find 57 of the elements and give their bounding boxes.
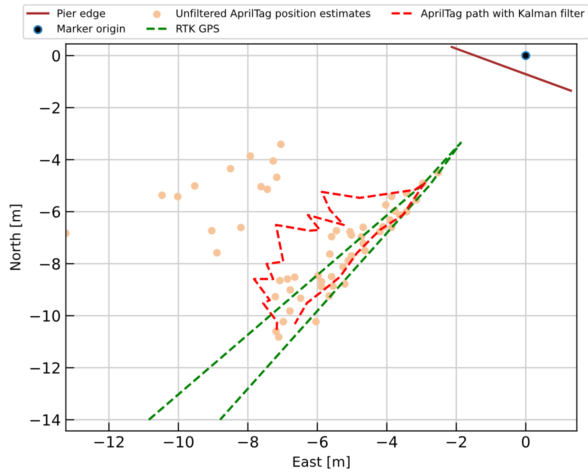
point — [359, 223, 368, 232]
y-tick-label: −14 — [30, 414, 60, 426]
legend-label: RTK GPS — [176, 24, 219, 33]
point — [388, 192, 396, 200]
point — [286, 307, 294, 315]
point — [264, 185, 272, 194]
point — [284, 275, 292, 283]
point — [257, 182, 265, 190]
y-tick-label: −12 — [30, 362, 60, 374]
point — [272, 292, 280, 301]
point — [329, 282, 337, 290]
x-tick-label: −4 — [377, 436, 398, 448]
point — [296, 294, 304, 302]
point — [328, 232, 336, 240]
x-tick-label: 0 — [522, 436, 530, 448]
point — [208, 226, 216, 234]
x-tick-label: −10 — [164, 436, 194, 448]
legend-label: Pier edge — [58, 9, 106, 20]
x-tick-label: −2 — [446, 436, 466, 448]
point — [272, 174, 281, 182]
y-tick-label: 0 — [52, 50, 60, 62]
point — [312, 318, 320, 326]
point — [246, 152, 254, 160]
point — [276, 276, 284, 284]
y-tick-label: −8 — [40, 258, 60, 270]
point — [326, 250, 334, 258]
point — [521, 51, 530, 60]
point — [286, 286, 294, 294]
point — [269, 157, 278, 165]
x-tick-label: −8 — [238, 436, 258, 448]
legend-label: Marker origin — [58, 24, 125, 35]
point — [280, 318, 288, 326]
point — [290, 273, 299, 282]
point — [277, 140, 285, 148]
line-series — [148, 142, 462, 421]
y-tick-label: −4 — [40, 154, 60, 166]
y-tick-label: −10 — [30, 310, 60, 322]
point — [274, 333, 283, 341]
x-axis-title: East [m] — [293, 456, 350, 469]
point — [382, 201, 390, 209]
point — [158, 191, 166, 200]
legend-label: Unfiltered AprilTag position estimates — [176, 9, 370, 20]
y-axis-title: North [m] — [10, 204, 22, 270]
y-tick-label: −2 — [40, 102, 60, 114]
point — [328, 272, 336, 280]
point — [213, 248, 221, 257]
x-tick-label: −6 — [308, 436, 328, 448]
point — [174, 192, 182, 200]
x-tick-label: −12 — [94, 436, 124, 448]
point — [190, 182, 199, 190]
legend-label: AprilTag path with Kalman filter — [420, 9, 585, 20]
y-tick-label: −6 — [40, 206, 60, 218]
point — [361, 246, 369, 254]
point — [226, 164, 234, 173]
point — [348, 231, 356, 239]
point — [237, 224, 245, 232]
point — [332, 226, 340, 234]
